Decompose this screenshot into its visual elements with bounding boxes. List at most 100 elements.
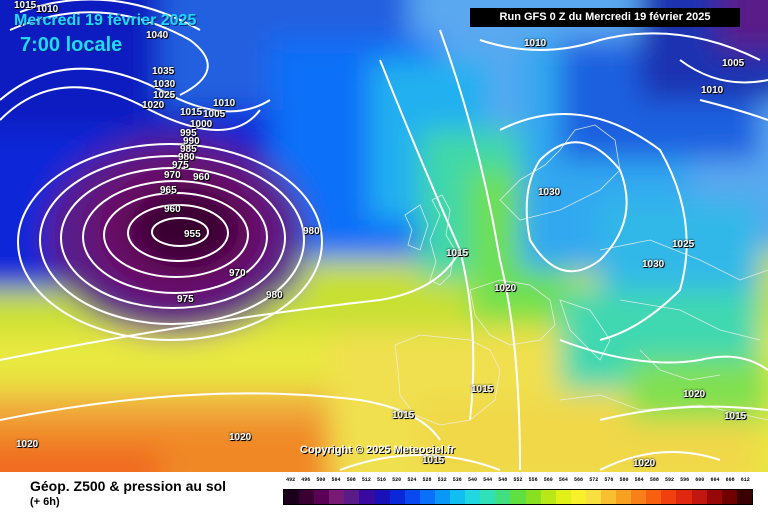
isobar-label: 985 [180, 144, 197, 155]
legend-swatch [344, 490, 360, 504]
isobar-label: 1020 [16, 439, 39, 450]
legend-swatch [434, 490, 451, 504]
legend-tick-label: 560 [543, 477, 553, 483]
legend-tick-label: 612 [740, 477, 750, 483]
isobar-label: 1005 [722, 58, 745, 69]
legend-tick-label: 528 [422, 477, 432, 483]
legend-tick-label: 552 [513, 477, 523, 483]
legend-swatch [616, 490, 632, 504]
legend-swatch [465, 490, 481, 504]
legend-tick-label: 540 [467, 477, 477, 483]
legend-swatch [600, 490, 617, 504]
legend-tick-label: 532 [437, 477, 447, 483]
legend-swatch [570, 490, 586, 504]
legend-swatch [329, 490, 345, 504]
isobar-label: 980 [303, 226, 320, 237]
legend-swatch [706, 490, 722, 504]
legend-tick-label: 564 [558, 477, 568, 483]
isobar-label: 995 [180, 128, 197, 139]
legend-swatch [525, 490, 541, 504]
forecast-date: Mercredi 19 février 2025 [14, 12, 197, 29]
legend-tick-label: 596 [680, 477, 690, 483]
isobar-label: 1015 [180, 107, 203, 118]
isobar-label: 1030 [538, 187, 561, 198]
legend-tick-label: 580 [619, 477, 629, 483]
isobar-label: 965 [160, 185, 177, 196]
legend-color-bar [283, 489, 753, 505]
legend-swatch [676, 490, 692, 504]
legend-tick-label: 604 [710, 477, 720, 483]
legend-tick-label: 520 [392, 477, 402, 483]
isobar-label: 970 [229, 268, 246, 279]
isobar-label: 980 [178, 152, 195, 163]
legend-swatch [661, 490, 677, 504]
isobar-label: 1030 [153, 79, 176, 90]
isobar-label: 1020 [494, 283, 517, 294]
isobar-label: 1010 [36, 4, 59, 15]
legend-tick-label: 556 [528, 477, 538, 483]
isobar-label: 970 [164, 170, 181, 181]
legend-swatch [510, 490, 526, 504]
isobar-label: 1020 [229, 432, 252, 443]
legend-tick-label: 492 [286, 477, 296, 483]
legend-swatch [721, 490, 737, 504]
isobar-label: 1020 [142, 100, 165, 111]
legend-swatch [480, 490, 496, 504]
forecast-time: 7:00 locale [20, 34, 123, 56]
legend-tick-label: 568 [574, 477, 584, 483]
legend-swatch [540, 490, 556, 504]
isobar-label: 1035 [152, 66, 175, 77]
legend-tick-label: 496 [301, 477, 311, 483]
legend-tick-label: 536 [452, 477, 462, 483]
legend-swatch [450, 490, 466, 504]
legend-swatch [631, 490, 647, 504]
legend-swatch [389, 490, 405, 504]
legend-tick-label: 584 [634, 477, 644, 483]
isobar-label: 1025 [672, 239, 695, 250]
legend-tick-label: 548 [498, 477, 508, 483]
run-info: Run GFS 0 Z du Mercredi 19 février 2025 [470, 8, 740, 27]
isobar-label: 1010 [701, 85, 724, 96]
isobar-label: 1020 [683, 389, 706, 400]
color-legend: 492 496 500 504 508 512 516 520 524 528 532 536 540 5… [283, 477, 753, 507]
footer: Géop. Z500 & pression au sol (+ 6h) 492 4… [0, 472, 768, 512]
legend-tick-label: 572 [589, 477, 599, 483]
legend-swatch [284, 490, 300, 504]
legend-swatch [691, 490, 707, 504]
isobar-label: 1010 [213, 98, 236, 109]
legend-swatch [419, 490, 435, 504]
isobar-label: 955 [184, 229, 201, 240]
legend-tick-label: 512 [361, 477, 371, 483]
legend-tick-label: 504 [331, 477, 341, 483]
legend-tick-label: 524 [407, 477, 417, 483]
legend-tick-label: 600 [695, 477, 705, 483]
isobar-lines [0, 0, 768, 470]
legend-tick-label: 544 [483, 477, 493, 483]
map-title: Géop. Z500 & pression au sol [30, 478, 227, 494]
forecast-offset: (+ 6h) [30, 496, 60, 508]
legend-tick-label: 592 [664, 477, 674, 483]
legend-tick-label: 608 [725, 477, 735, 483]
isobar-label: 1005 [203, 109, 226, 120]
legend-swatch [646, 490, 662, 504]
isobar-label: 960 [164, 204, 181, 215]
legend-swatch [555, 490, 571, 504]
isobar-label: 1010 [524, 38, 547, 49]
isobar-label: 975 [172, 160, 189, 171]
isobar-label: 980 [266, 290, 283, 301]
geopotential-field [0, 0, 768, 472]
isobar-label: 1025 [153, 90, 176, 101]
legend-swatch [736, 490, 752, 504]
legend-swatch [314, 490, 330, 504]
legend-swatch [359, 490, 375, 504]
legend-tick-labels: 492 496 500 504 508 512 516 520 524 528 532 536 540 5… [283, 477, 753, 487]
isobar-label: 1015 [14, 0, 37, 11]
legend-swatch [374, 490, 390, 504]
legend-swatch [299, 490, 315, 504]
legend-tick-label: 516 [377, 477, 387, 483]
isobar-label: 1015 [392, 410, 415, 421]
isobar-label: 975 [177, 294, 194, 305]
isobar-label: 960 [193, 172, 210, 183]
legend-tick-label: 576 [604, 477, 614, 483]
forecast-map: Mercredi 19 février 2025 7:00 locale Run… [0, 0, 768, 472]
